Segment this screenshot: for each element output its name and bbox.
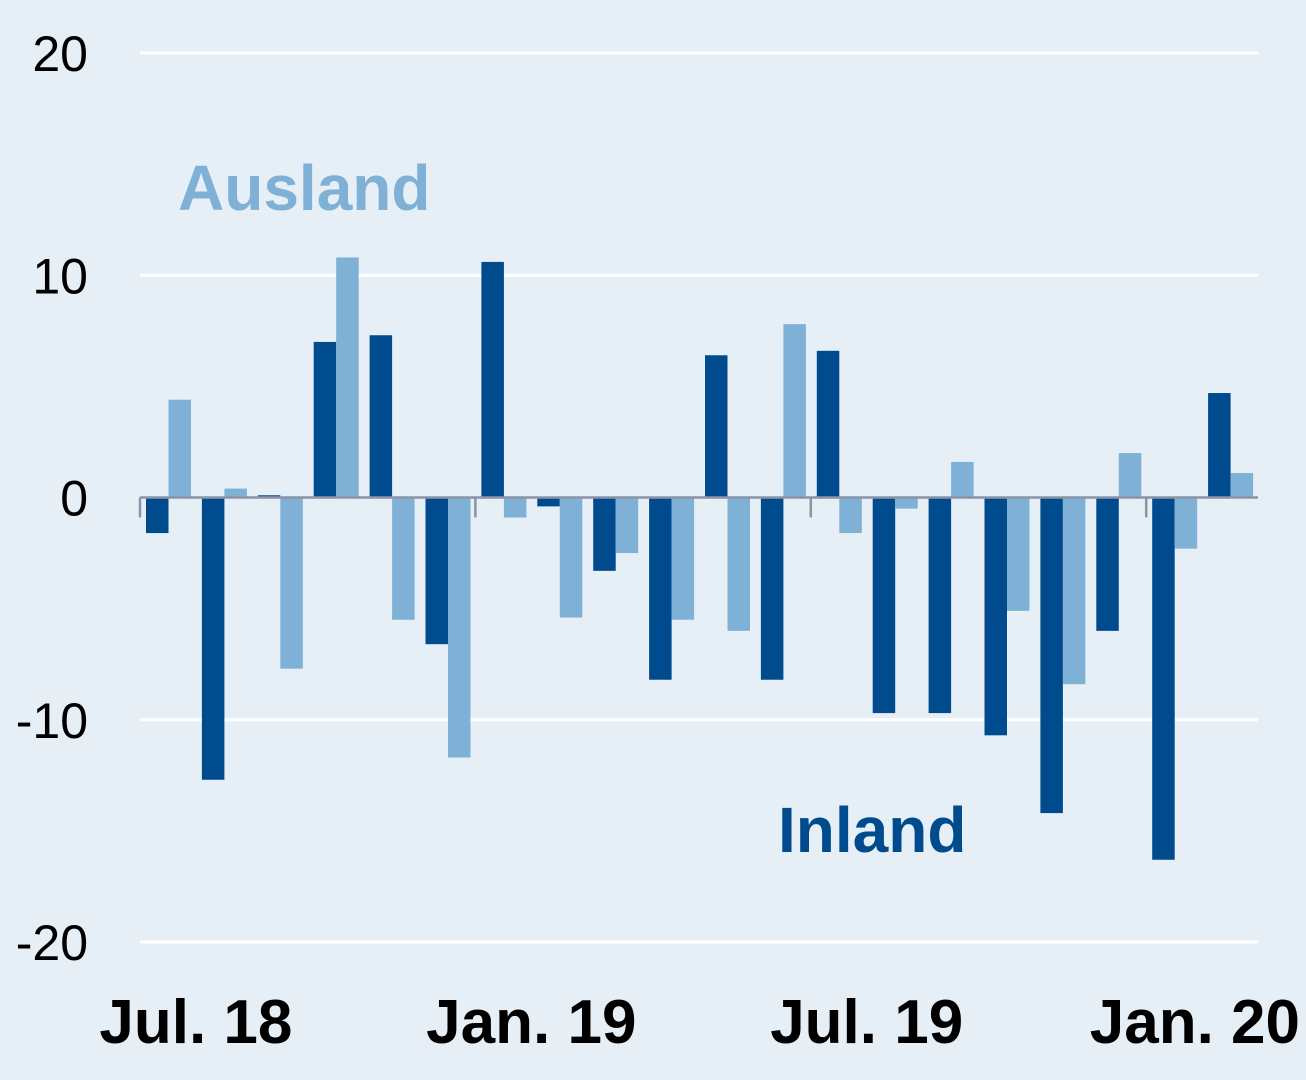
bar-inland-13	[872, 497, 896, 714]
bar-ausland-3	[336, 257, 359, 498]
bar-inland-19	[1208, 393, 1231, 498]
y-tick-label: -10	[16, 693, 88, 749]
bar-ausland-1	[224, 488, 247, 498]
bar-inland-17	[1096, 497, 1119, 631]
x-tick-label: Jul. 18	[99, 988, 292, 1057]
bar-ausland-5	[448, 497, 471, 758]
gridlines	[140, 51, 1258, 944]
bar-ausland-16	[1062, 497, 1086, 685]
bar-ausland-9	[671, 497, 695, 620]
y-axis-tick-labels: 20 10 0 -10 -20	[16, 26, 88, 971]
bar-ausland-11	[783, 324, 806, 498]
bar-ausland-12	[839, 497, 862, 534]
bar-ausland-4	[392, 497, 415, 620]
bar-ausland-14	[951, 461, 974, 498]
x-tick-label: Jan. 20	[1090, 988, 1300, 1057]
bar-inland-3	[313, 341, 337, 498]
bar-inland-9	[649, 497, 672, 680]
x-tick-label: Jan. 19	[426, 988, 636, 1057]
x-tick-label: Jul. 19	[770, 988, 963, 1057]
bar-inland-0	[146, 497, 169, 534]
y-tick-label: 0	[60, 471, 88, 527]
bar-inland-16	[1040, 497, 1063, 814]
x-axis-tick-labels: Jul. 18 Jan. 19 Jul. 19 Jan. 20	[99, 988, 1300, 1057]
bar-ausland-2	[280, 497, 303, 669]
bar-ausland-13	[895, 497, 918, 509]
bar-inland-1	[201, 497, 225, 780]
bar-ausland-19	[1230, 473, 1254, 498]
bar-ausland-8	[615, 497, 639, 554]
bar-ausland-17	[1118, 453, 1142, 498]
bar-inland-7	[537, 497, 560, 507]
bar-inland-8	[593, 497, 616, 571]
y-tick-label: 10	[32, 248, 88, 304]
bars	[146, 257, 1254, 860]
y-tick-label: 20	[32, 26, 88, 82]
bar-inland-10	[705, 355, 728, 498]
bar-inland-14	[928, 497, 952, 714]
bar-ausland-15	[1007, 497, 1030, 611]
bar-inland-11	[760, 497, 784, 680]
bar-ausland-7	[559, 497, 583, 618]
bar-inland-6	[481, 261, 504, 498]
bar-ausland-0	[168, 399, 191, 498]
series-label-ausland: Ausland	[178, 152, 430, 224]
bar-ausland-18	[1174, 497, 1198, 549]
series-label-inland: Inland	[778, 794, 966, 866]
y-tick-label: -20	[16, 915, 88, 971]
bar-inland-5	[425, 497, 448, 645]
bar-inland-4	[369, 335, 393, 498]
x-axis	[138, 496, 1258, 518]
bar-ausland-6	[503, 497, 527, 518]
bar-inland-12	[816, 350, 840, 498]
bar-inland-15	[984, 497, 1007, 736]
bar-inland-18	[1152, 497, 1175, 860]
bar-ausland-10	[727, 497, 750, 631]
